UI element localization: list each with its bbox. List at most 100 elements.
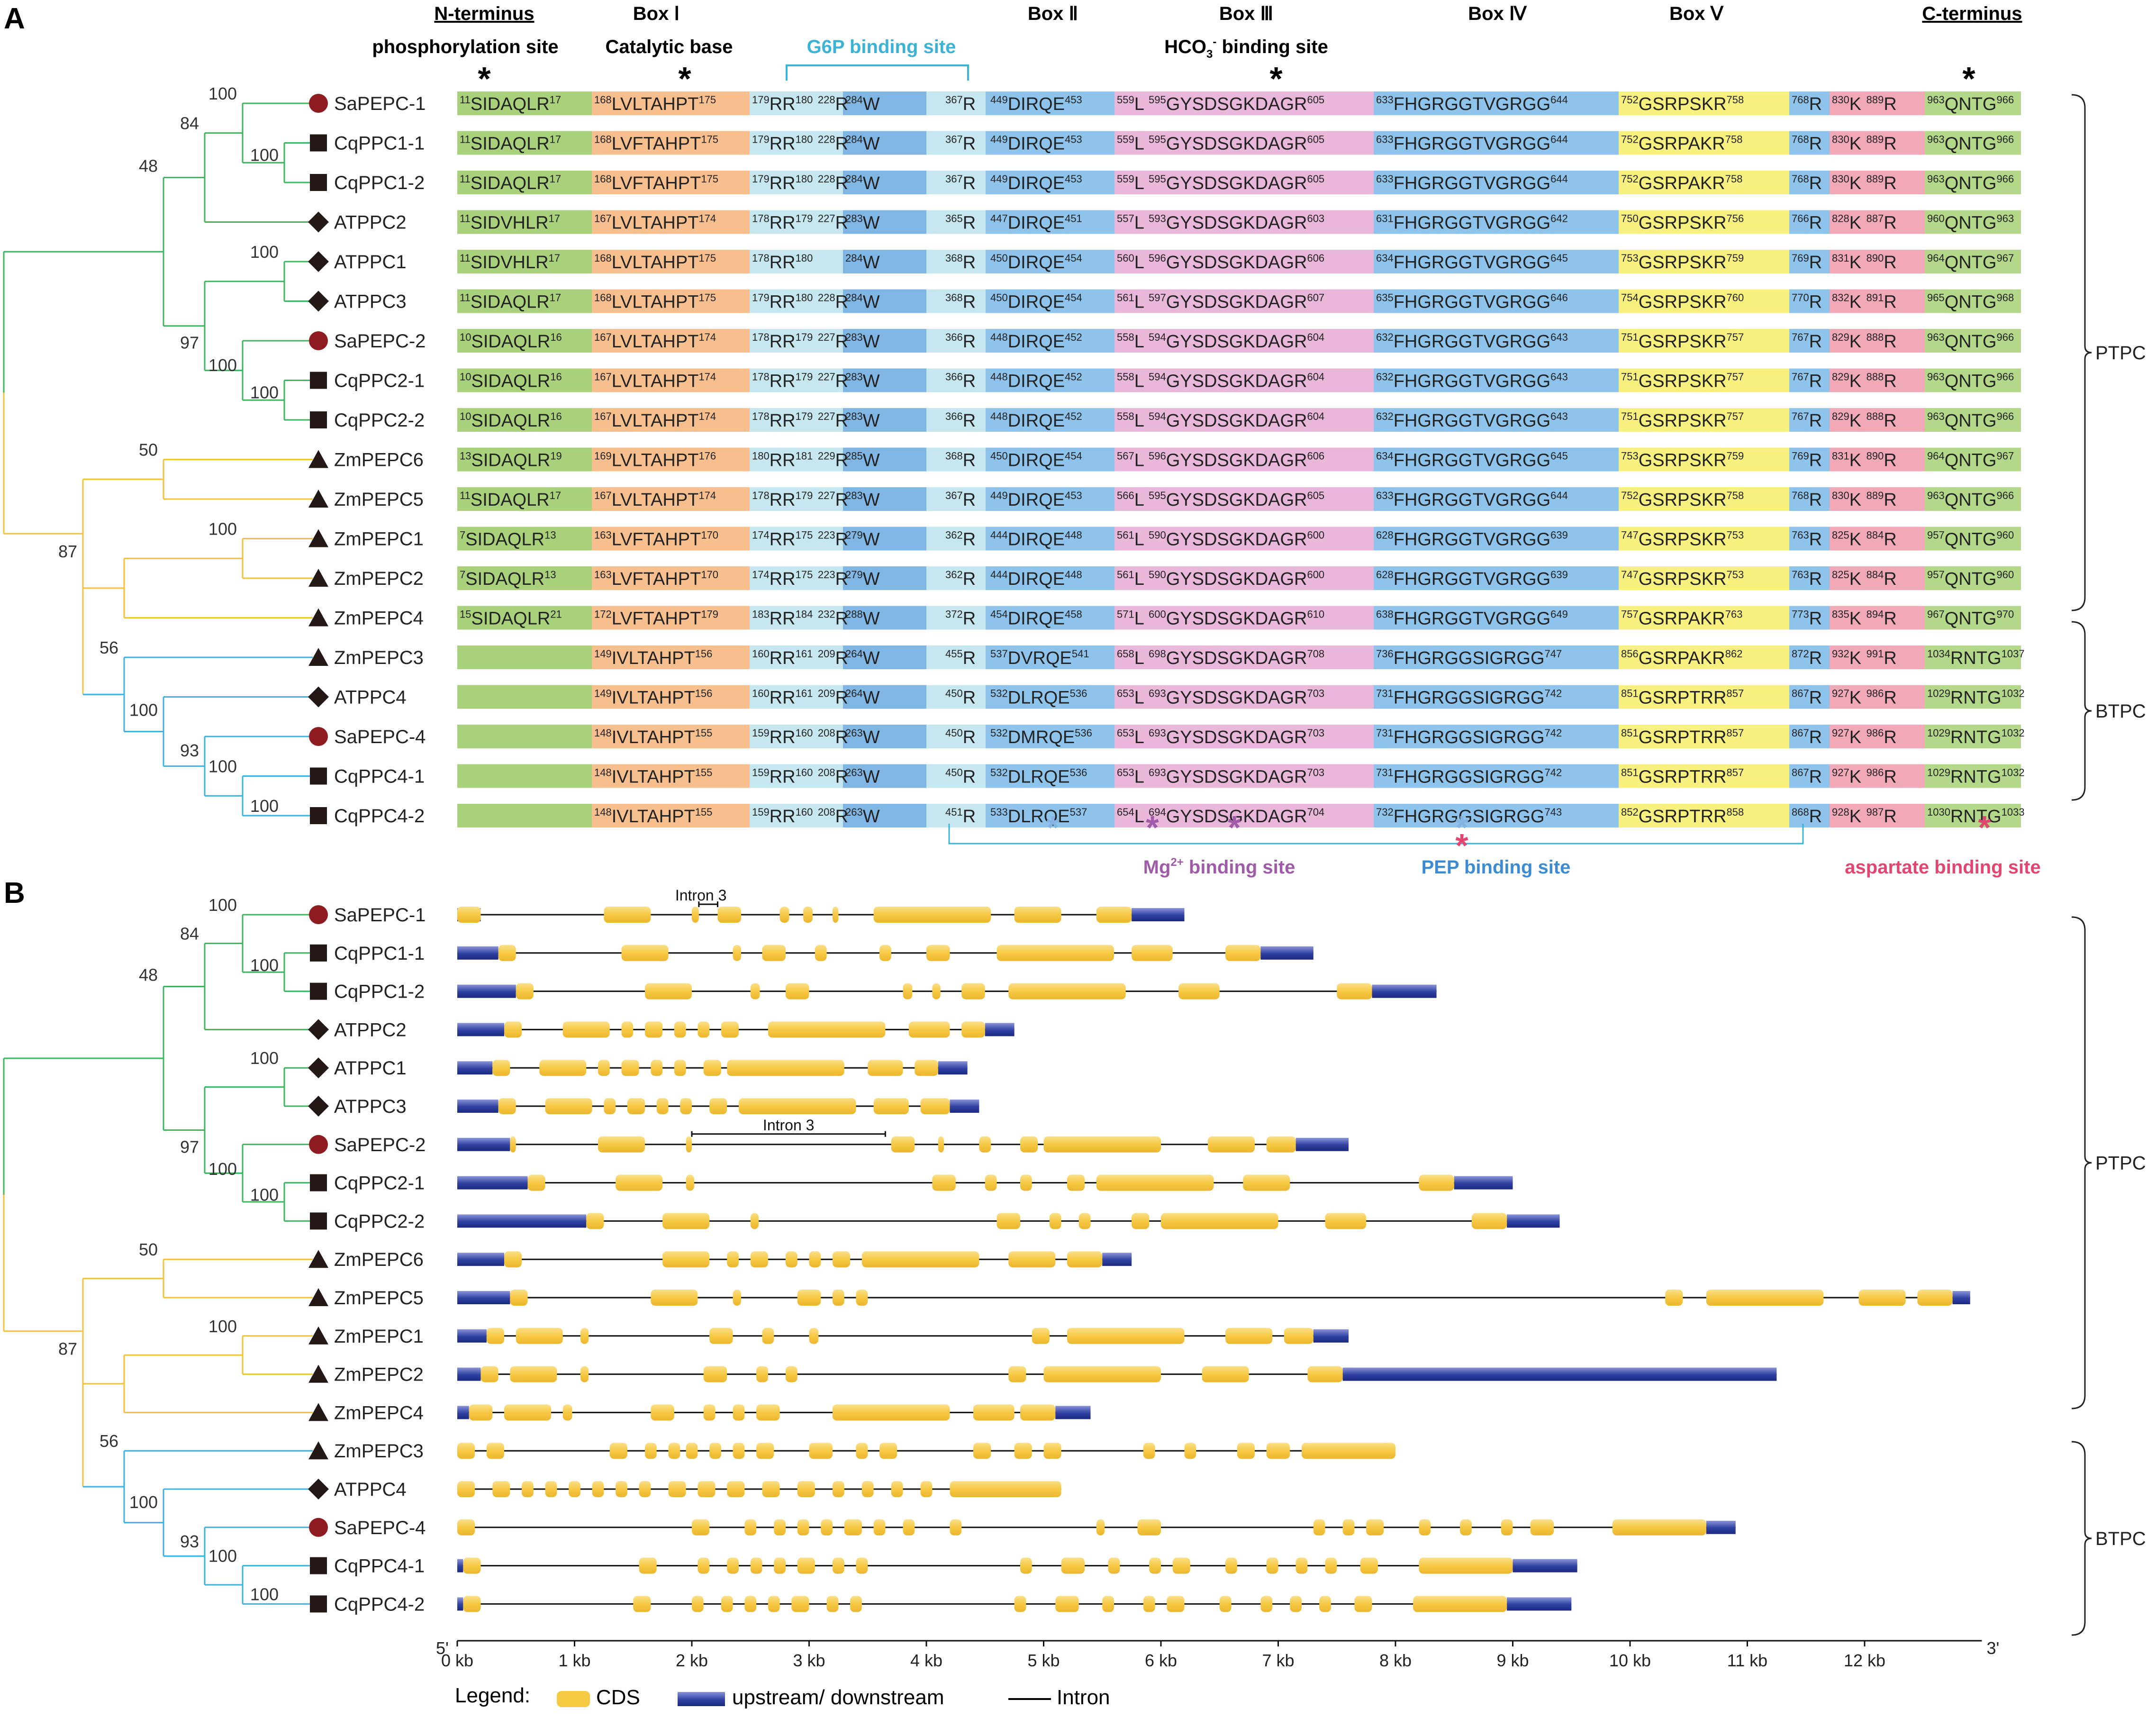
seq-cell-text: 149IVLTAHPT156 bbox=[594, 648, 712, 668]
cds-exon bbox=[692, 1519, 710, 1536]
seq-pos-num: 179 bbox=[796, 410, 813, 422]
seq-cell-bg bbox=[1925, 91, 2021, 115]
seq-end-num: 960 bbox=[1997, 529, 2014, 541]
seq-cell-bg bbox=[1114, 131, 1374, 155]
seq-end-num: 857 bbox=[1727, 767, 1744, 779]
seq-cell-text: 168LVLTAHPT175 bbox=[594, 94, 716, 114]
seq-cell-bg bbox=[750, 645, 843, 669]
seq-residue: GYSDSGKDAGR bbox=[1166, 648, 1307, 668]
seq-cell-text: 965QNTG968 bbox=[1927, 292, 2014, 312]
group-brace bbox=[2071, 916, 2092, 1409]
taxon-label: SaPEPC-2 bbox=[334, 331, 426, 352]
seq-cell-bg bbox=[592, 91, 750, 115]
seq-cell-bg bbox=[1789, 566, 1830, 590]
seq-start-num: 450 bbox=[990, 450, 1008, 462]
seq-pos-num: 889 bbox=[1866, 490, 1884, 501]
cds-exon bbox=[1313, 1519, 1325, 1536]
seq-cell-text: 830K 889R bbox=[1832, 134, 1897, 154]
seq-cell-bg bbox=[592, 329, 750, 353]
seq-end-num: 156 bbox=[695, 648, 713, 660]
gene-row bbox=[457, 1174, 1513, 1191]
marker-triangle bbox=[308, 1364, 328, 1383]
seq-pos-num: 180 bbox=[752, 450, 770, 462]
seq-motif: GSRPSKR bbox=[1639, 372, 1727, 391]
bootstrap-label: 100 bbox=[208, 84, 237, 103]
seq-cell-text: 1034RNTG1037 bbox=[1927, 648, 2025, 668]
seq-start-num: 448 bbox=[990, 371, 1008, 383]
bootstrap-label: 100 bbox=[208, 1159, 237, 1179]
seq-motif: FHGRGGTVGRGG bbox=[1394, 332, 1550, 352]
seq-cell-text: 447DIRQE451 bbox=[990, 213, 1082, 233]
seq-motif: SIDAQLR bbox=[471, 372, 550, 391]
bootstrap-label: 50 bbox=[139, 1240, 158, 1259]
seq-cell-text: 451R bbox=[945, 806, 976, 827]
seq-motif: R bbox=[963, 253, 976, 273]
seq-cell-bg bbox=[1114, 685, 1374, 709]
cds-exon bbox=[1307, 1366, 1343, 1382]
seq-residue: R bbox=[1884, 173, 1896, 193]
marker-circle bbox=[309, 331, 328, 350]
seq-pos-num: 159 bbox=[752, 767, 770, 779]
seq-cell-text: 159RR160 208R bbox=[752, 806, 848, 827]
seq-start-num: 149 bbox=[594, 688, 612, 700]
gene-row bbox=[457, 983, 1437, 1000]
seq-motif: RNTG bbox=[1950, 807, 2002, 827]
seq-cell-text: 168LVFTAHPT175 bbox=[594, 173, 718, 193]
seq-end-num: 966 bbox=[1997, 134, 2014, 145]
seq-cell-bg bbox=[750, 408, 843, 432]
seq-end-num: 966 bbox=[1997, 331, 2014, 343]
seq-cell-text: 851GSRPTRR857 bbox=[1621, 767, 1744, 787]
seq-pos-num: 559 bbox=[1117, 173, 1134, 185]
seq-pos-num: 174 bbox=[752, 529, 770, 541]
cds-exon bbox=[1419, 1174, 1454, 1191]
seq-motif: R bbox=[963, 530, 976, 550]
seq-cell-text: 448DIRQE452 bbox=[990, 410, 1082, 431]
seq-pos-num: 703 bbox=[1307, 727, 1324, 739]
seq-residue: K bbox=[1849, 648, 1866, 668]
seq-motif: FHGRGGSIGRGG bbox=[1394, 648, 1545, 668]
marker-diamond bbox=[308, 1057, 329, 1079]
seq-start-num: 11 bbox=[460, 252, 471, 264]
cds-exon bbox=[621, 945, 669, 961]
cds-exon bbox=[979, 1136, 991, 1153]
seq-pos-num: 174 bbox=[752, 569, 770, 581]
legend-utr-swatch bbox=[678, 1692, 725, 1706]
seq-pos-num: 179 bbox=[752, 94, 770, 106]
utr-segment bbox=[457, 1023, 504, 1036]
seq-cell-bg bbox=[926, 289, 986, 313]
marker-square bbox=[310, 767, 327, 785]
seq-start-num: 751 bbox=[1621, 331, 1639, 343]
seq-motif: SIDVHLR bbox=[471, 253, 549, 273]
seq-start-num: 11 bbox=[460, 490, 471, 501]
star-cterm: * bbox=[1962, 60, 1975, 97]
seq-residue: GYSDSGKDAGR bbox=[1166, 530, 1307, 550]
cds-exon bbox=[721, 1596, 733, 1612]
seq-cell-bg bbox=[1925, 606, 2021, 630]
cds-exon bbox=[903, 1519, 915, 1536]
seq-cell-bg bbox=[1374, 566, 1619, 590]
seq-start-num: 284 bbox=[845, 252, 863, 264]
pep-star-2: * bbox=[1455, 809, 1468, 846]
seq-residue: K bbox=[1849, 490, 1866, 510]
seq-cell-bg bbox=[592, 566, 750, 590]
cds-exon bbox=[703, 1404, 716, 1421]
seq-motif: IVLTAHPT bbox=[612, 648, 695, 668]
taxon-label: ATPPC4 bbox=[334, 687, 407, 708]
seq-end-num: 642 bbox=[1550, 213, 1568, 225]
mg-rest: binding site bbox=[1184, 857, 1295, 878]
seq-end-num: 966 bbox=[1997, 94, 2014, 106]
seq-cell-text: 631FHGRGGTVGRGG642 bbox=[1376, 213, 1568, 233]
seq-cell-bg bbox=[750, 764, 843, 788]
seq-cell-bg bbox=[1789, 131, 1830, 155]
seq-end-num: 757 bbox=[1727, 331, 1744, 343]
seq-pos-num: 888 bbox=[1866, 410, 1884, 422]
seq-start-num: 769 bbox=[1792, 252, 1809, 264]
seq-residue: RR bbox=[770, 767, 796, 787]
cds-exon bbox=[1014, 1596, 1026, 1612]
seq-motif: W bbox=[863, 727, 880, 747]
seq-row: 13SIDAQLR19 169LVLTAHPT176 180RR181 229R28… bbox=[457, 447, 2021, 472]
seq-pos-num: 595 bbox=[1149, 173, 1166, 185]
seq-cell-bg bbox=[843, 566, 926, 590]
cds-exon bbox=[1096, 907, 1132, 923]
seq-motif: W bbox=[863, 688, 880, 708]
